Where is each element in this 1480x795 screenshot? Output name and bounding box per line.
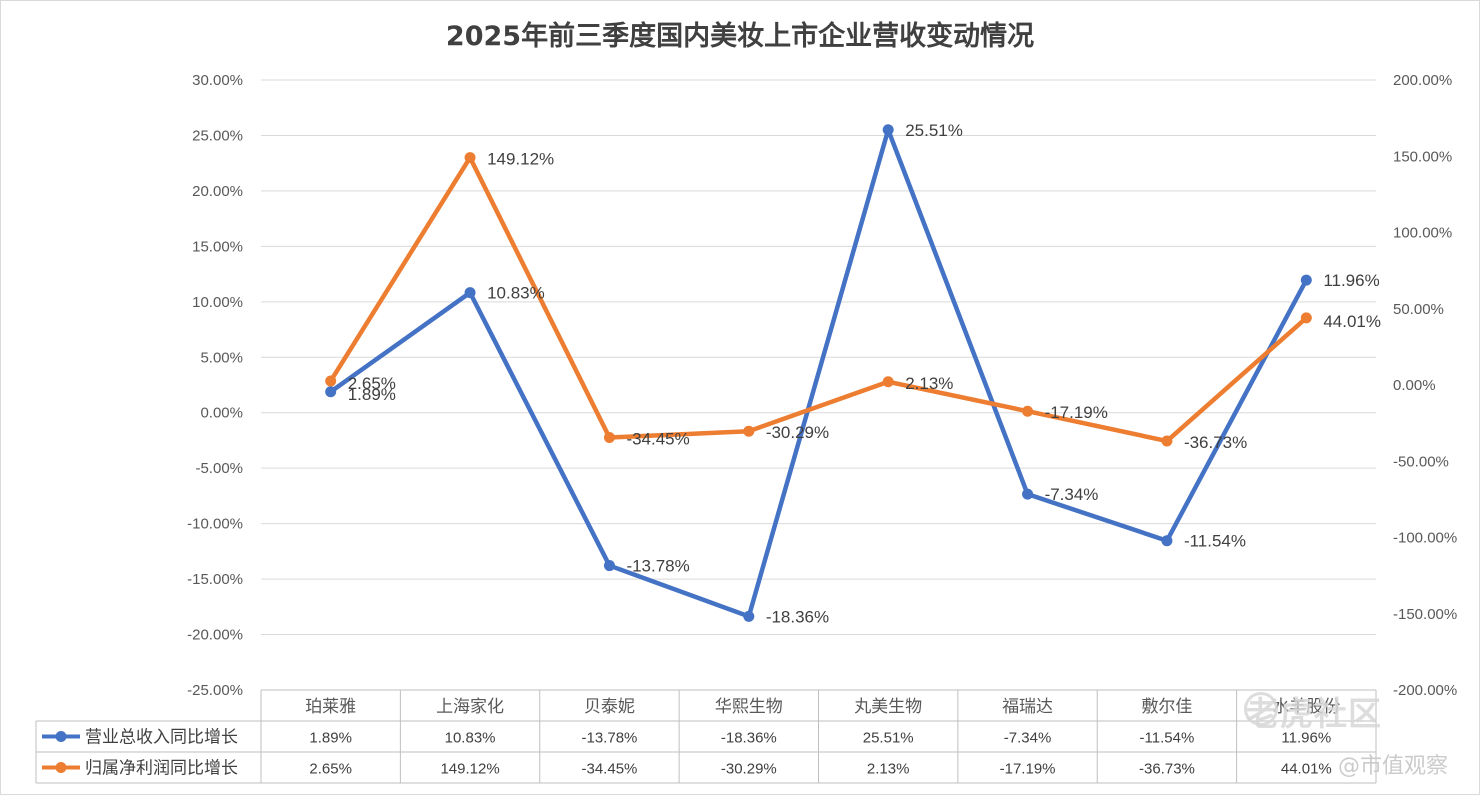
left-tick-label: 25.00% [192, 127, 243, 144]
category-label: 上海家化 [436, 697, 504, 717]
category-label: 华熙生物 [715, 697, 783, 717]
right-tick-label: 100.00% [1393, 225, 1452, 242]
series-line-2 [328, 155, 1309, 444]
right-tick-label: -50.00% [1393, 453, 1449, 470]
watermark-handle: @市值观察 [1338, 754, 1449, 779]
data-label: 2.65% [348, 374, 396, 393]
left-tick-label: -10.00% [187, 516, 243, 533]
legend-label: 归属净利润同比增长 [85, 759, 238, 779]
data-point [1161, 435, 1173, 447]
data-label: 2.13% [905, 374, 953, 393]
category-label: 丸美生物 [854, 697, 922, 717]
table-cell: 25.51% [863, 730, 914, 747]
table-cell: -30.29% [721, 761, 777, 778]
left-tick-label: 20.00% [192, 183, 243, 200]
category-label: 水羊股份 [1272, 697, 1340, 717]
right-tick-label: -150.00% [1393, 606, 1457, 623]
table-cell: -7.34% [1004, 730, 1052, 747]
data-point [743, 610, 755, 622]
watermark-logo-icon [1244, 692, 1278, 726]
data-point [1022, 405, 1034, 417]
data-point [1300, 312, 1312, 324]
data-label: -17.19% [1045, 403, 1108, 422]
grid-lines [261, 79, 1376, 636]
left-tick-label: 10.00% [192, 294, 243, 311]
table-cell: 149.12% [440, 761, 499, 778]
data-label: -30.29% [766, 423, 829, 442]
data-label: 149.12% [487, 150, 554, 169]
data-point [1161, 535, 1173, 547]
chart-title: 2025年前三季度国内美妆上市企业营收变动情况 [445, 21, 1035, 52]
right-tick-label: 150.00% [1393, 148, 1452, 165]
data-label: -7.34% [1045, 485, 1099, 504]
category-label: 珀莱雅 [305, 697, 356, 717]
right-tick-label: -100.00% [1393, 530, 1457, 547]
data-label: -36.73% [1184, 433, 1247, 452]
right-tick-label: 50.00% [1393, 301, 1444, 318]
left-tick-label: -20.00% [187, 627, 243, 644]
left-tick-label: 5.00% [200, 349, 243, 366]
data-point [1300, 274, 1312, 286]
data-point [464, 152, 476, 164]
data-point [882, 376, 894, 388]
data-point [1022, 488, 1034, 500]
series-lines [325, 124, 1312, 622]
data-label: 44.01% [1323, 312, 1381, 331]
data-point [603, 560, 615, 572]
category-label: 福瑞达 [1002, 697, 1053, 717]
data-label: -34.45% [626, 430, 689, 449]
data-label: -13.78% [626, 557, 689, 576]
data-point [325, 386, 337, 398]
data-label: 11.96% [1323, 271, 1379, 290]
series-line-1 [328, 127, 1309, 619]
data-point [603, 432, 615, 444]
table-cell: -11.54% [1140, 730, 1195, 747]
data-point [882, 124, 894, 136]
left-tick-label: -15.00% [187, 571, 243, 588]
category-label: 贝泰妮 [584, 697, 635, 717]
left-tick-label: -25.00% [187, 682, 243, 699]
table-cell: 2.13% [867, 761, 910, 778]
category-label: 敷尔佳 [1141, 697, 1192, 717]
watermark-brand: 老虎社区 [1246, 694, 1382, 733]
table-cell: -36.73% [1139, 761, 1195, 778]
table-cell: 11.96% [1281, 730, 1331, 747]
data-label: 1.89% [348, 385, 396, 404]
right-axis: 200.00% 150.00% 100.00% 50.00% 0.00% -50.00% -… [1393, 72, 1457, 699]
data-label: 10.83% [487, 284, 545, 303]
legend-label: 营业总收入同比增长 [85, 728, 238, 748]
data-label: -18.36% [766, 607, 829, 626]
data-labels: 1.89% 10.83% -13.78% -18.36% 25.51% -7.34% -11… [348, 121, 1381, 627]
table-cell: -34.45% [582, 761, 638, 778]
table-cell: 10.83% [445, 730, 496, 747]
table-cell: 2.65% [309, 761, 352, 778]
data-point [464, 287, 476, 299]
data-label: 25.51% [905, 121, 963, 140]
right-tick-label: 0.00% [1393, 377, 1436, 394]
data-point [325, 375, 337, 387]
legend-marker [55, 731, 67, 742]
left-tick-label: 15.00% [192, 238, 243, 255]
table-cell: 1.89% [309, 730, 352, 747]
table-cell: -13.78% [582, 730, 638, 747]
table-cell: 44.01% [1281, 761, 1332, 778]
right-tick-label: -200.00% [1393, 682, 1457, 699]
legend-marker [55, 762, 67, 773]
left-axis: 30.00% 25.00% 20.00% 15.00% 10.00% 5.00% 0.00%… [187, 72, 243, 699]
left-tick-label: 0.00% [200, 405, 243, 422]
table-cell: -17.19% [1000, 761, 1056, 778]
data-label: -11.54% [1184, 532, 1246, 551]
left-tick-label: -5.00% [195, 460, 243, 477]
data-point [743, 425, 755, 437]
right-tick-label: 200.00% [1393, 72, 1452, 89]
table-cell: -18.36% [721, 730, 777, 747]
left-tick-label: 30.00% [192, 72, 243, 89]
